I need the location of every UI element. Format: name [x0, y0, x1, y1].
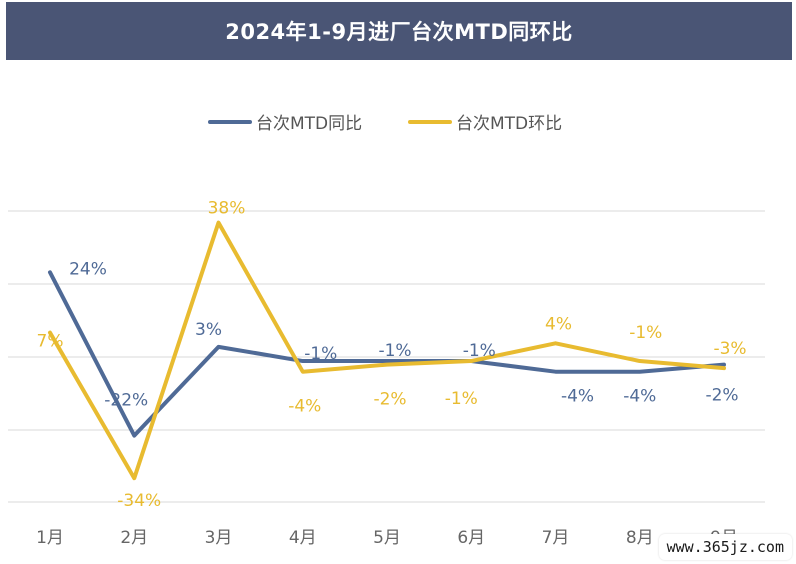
data-label: -4%: [561, 387, 594, 407]
title-bar: 2024年1-9月进厂台次MTD同环比: [6, 2, 792, 60]
data-label: -2%: [373, 390, 406, 410]
grid-lines: [8, 210, 765, 503]
series-line: [48, 220, 726, 481]
x-tick-label: 3月: [205, 528, 233, 548]
data-label: -4%: [288, 397, 321, 417]
legend-label: 台次MTD环比: [456, 114, 562, 134]
data-label: -34%: [117, 491, 161, 511]
chart-title: 2024年1-9月进厂台次MTD同环比: [225, 20, 573, 44]
data-labels: 24% -22% 3% -1% -1% -1% -4% -4% -2% 7% -34% 38% -4% -…: [37, 199, 747, 512]
data-label: 38%: [208, 199, 246, 219]
data-label: 24%: [69, 259, 107, 279]
x-axis: 1月2月3月4月5月6月7月8月9月: [36, 528, 738, 548]
data-label: -2%: [705, 386, 738, 406]
data-label: -4%: [623, 387, 656, 407]
legend: 台次MTD同比 台次MTD环比: [208, 114, 562, 134]
data-label: -1%: [378, 341, 411, 361]
series-line: [48, 270, 726, 438]
data-label: -1%: [629, 323, 662, 343]
data-label: 3%: [195, 320, 222, 340]
data-label: -3%: [713, 339, 746, 359]
data-label: 7%: [37, 332, 64, 352]
data-label: -1%: [304, 344, 337, 364]
data-label: -1%: [463, 341, 496, 361]
data-label: -1%: [445, 389, 478, 409]
x-tick-label: 7月: [542, 528, 570, 548]
x-tick-label: 1月: [36, 528, 64, 548]
legend-label: 台次MTD同比: [256, 114, 362, 134]
series-lines: [48, 220, 726, 481]
x-tick-label: 6月: [457, 528, 485, 548]
x-tick-label: 2月: [120, 528, 148, 548]
data-label: 4%: [545, 314, 572, 334]
x-tick-label: 5月: [373, 528, 401, 548]
data-label: -22%: [104, 391, 148, 411]
x-tick-label: 4月: [289, 528, 317, 548]
x-tick-label: 8月: [626, 528, 654, 548]
site-badge: www.365jz.com: [658, 534, 792, 560]
